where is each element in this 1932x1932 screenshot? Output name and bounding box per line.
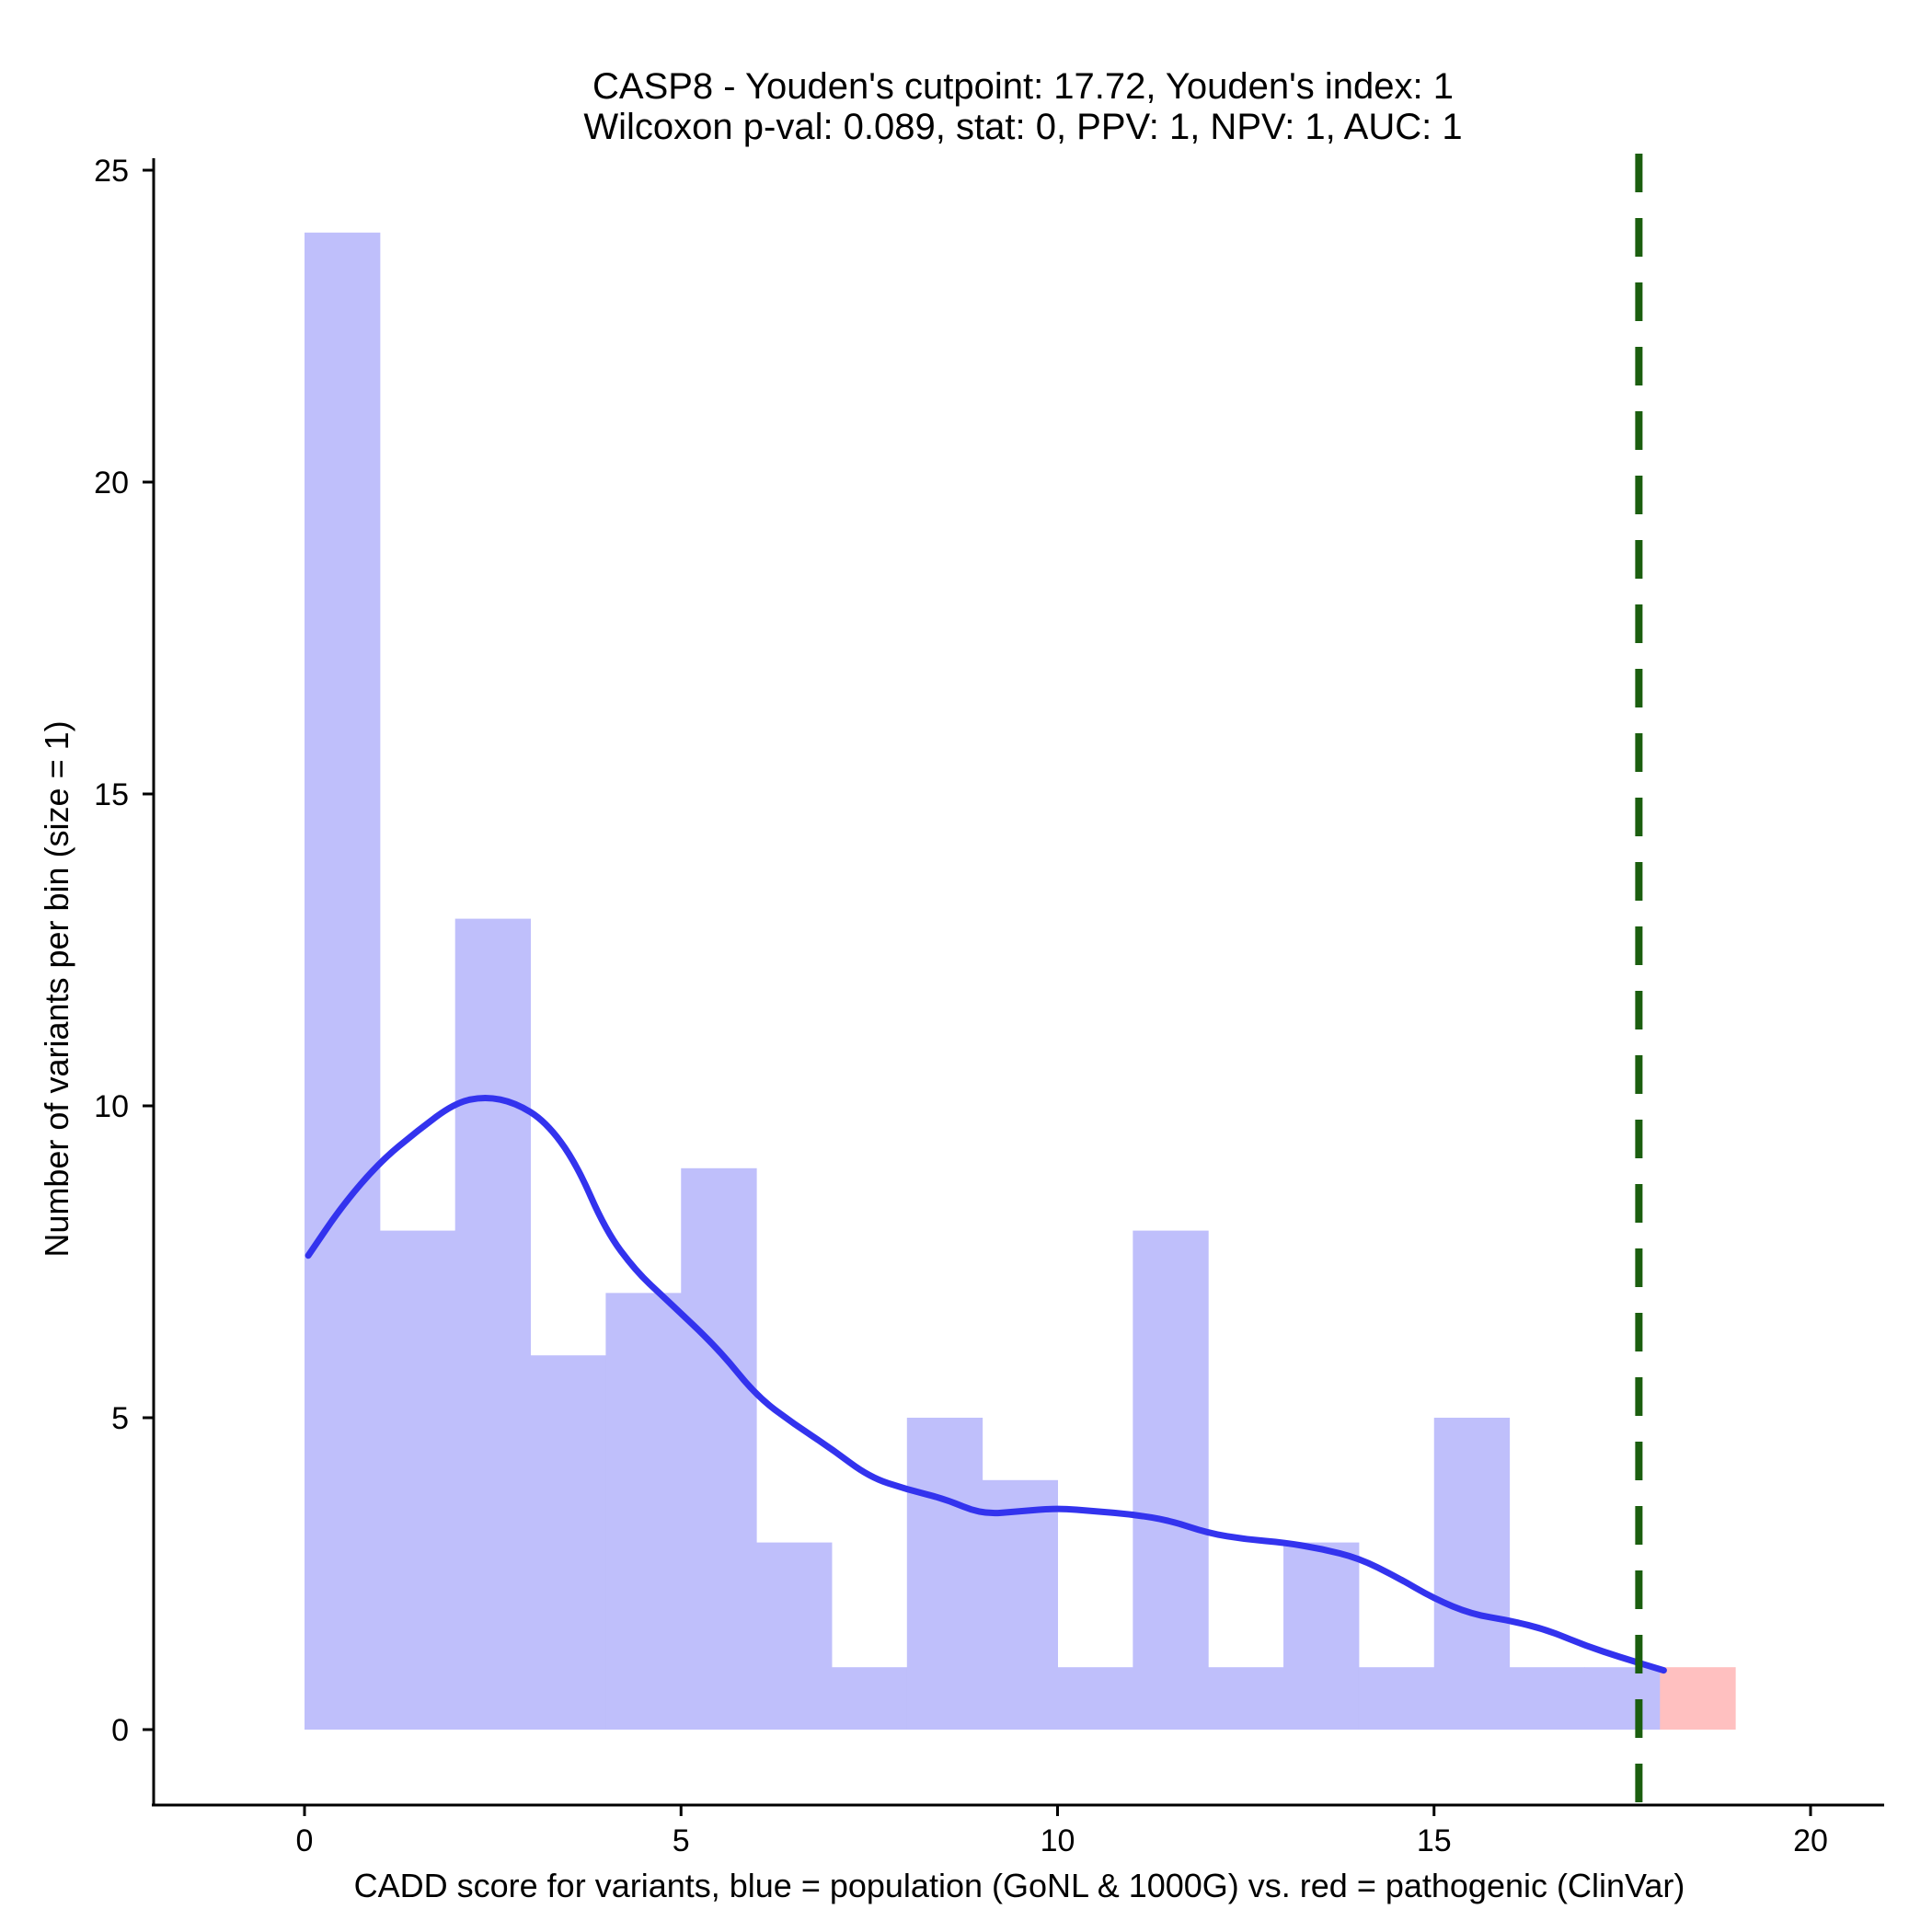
x-tick-label-15: 15 [1417, 1823, 1452, 1858]
population-bar-1-2 [379, 1230, 456, 1730]
population-bar-7-8 [831, 1667, 908, 1730]
population-bar-13-14 [1283, 1542, 1360, 1730]
x-axis-title: CADD score for variants, blue = populati… [354, 1867, 1685, 1904]
chart-title-line-1: CASP8 - Youden's cutpoint: 17.72, Youden… [592, 66, 1454, 107]
x-tick-label-0: 0 [296, 1823, 314, 1858]
population-bar-8-9 [906, 1418, 983, 1730]
population-bar-9-10 [982, 1479, 1058, 1730]
density-curve-layer [305, 1095, 1667, 1674]
y-tick-label-5: 5 [111, 1401, 129, 1436]
population-bar-15-16 [1433, 1418, 1511, 1730]
chart-title-line-2: Wilcoxon p-val: 0.089, stat: 0, PPV: 1, … [583, 107, 1462, 147]
population-bar-0-1 [305, 232, 381, 1730]
population-bar-2-3 [454, 918, 532, 1730]
population-density-curve [305, 1095, 1667, 1674]
pathogenic-bar-18-19 [1660, 1667, 1736, 1730]
population-bar-4-5 [605, 1293, 682, 1730]
x-tick-label-10: 10 [1041, 1823, 1075, 1858]
population-bar-5-6 [681, 1167, 757, 1730]
population-bar-6-7 [756, 1542, 833, 1730]
population-bar-12-13 [1208, 1667, 1284, 1730]
y-tick-label-0: 0 [111, 1713, 129, 1748]
y-tick-label-25: 25 [94, 154, 129, 189]
y-axis-ticks: 0 5 10 15 20 25 [94, 154, 154, 1748]
population-bar-11-12 [1133, 1230, 1209, 1730]
population-bar-16-17 [1509, 1667, 1585, 1730]
x-tick-label-20: 20 [1793, 1823, 1828, 1858]
population-bar-17-18 [1584, 1667, 1661, 1730]
y-axis-title: Number of variants per bin (size = 1) [38, 720, 75, 1257]
x-tick-label-5: 5 [673, 1823, 690, 1858]
population-bar-3-4 [530, 1355, 606, 1730]
histogram-bars [305, 232, 1736, 1730]
y-tick-label-20: 20 [94, 466, 129, 500]
x-axis-ticks: 0 5 10 15 20 [296, 1805, 1828, 1858]
population-bar-10-11 [1057, 1667, 1133, 1730]
y-tick-label-15: 15 [94, 777, 129, 812]
y-tick-label-10: 10 [94, 1089, 129, 1124]
population-bar-14-15 [1358, 1667, 1435, 1730]
